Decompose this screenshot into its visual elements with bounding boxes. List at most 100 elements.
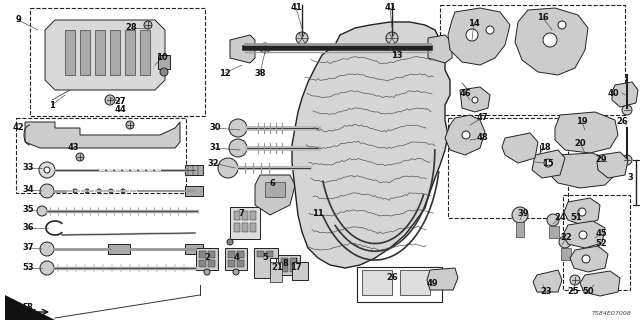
Bar <box>199 251 206 258</box>
Bar <box>242 223 248 232</box>
Polygon shape <box>612 82 638 107</box>
Bar <box>199 260 206 267</box>
Circle shape <box>40 184 54 198</box>
Circle shape <box>466 29 478 41</box>
Text: 44: 44 <box>114 106 126 115</box>
Polygon shape <box>597 152 628 178</box>
Bar <box>80 30 90 75</box>
Bar <box>310 207 335 235</box>
Circle shape <box>229 139 247 157</box>
Bar <box>516 222 524 237</box>
Bar <box>281 258 288 272</box>
Bar <box>250 223 256 232</box>
Text: 14: 14 <box>468 19 480 28</box>
Polygon shape <box>230 35 255 63</box>
Bar <box>95 30 105 75</box>
Text: 11: 11 <box>312 209 324 218</box>
Bar <box>563 195 630 290</box>
Circle shape <box>218 158 238 178</box>
Bar <box>257 251 264 257</box>
Bar <box>440 5 625 115</box>
Polygon shape <box>570 246 608 272</box>
Text: 41: 41 <box>290 4 302 12</box>
Circle shape <box>160 68 168 76</box>
Bar <box>228 260 235 267</box>
Text: 47: 47 <box>476 114 488 123</box>
Circle shape <box>204 269 210 275</box>
Text: 1: 1 <box>49 100 55 109</box>
Bar <box>237 251 244 258</box>
Bar <box>322 211 329 219</box>
Circle shape <box>486 26 494 34</box>
Text: 8: 8 <box>282 259 288 268</box>
Text: 12: 12 <box>219 68 231 77</box>
Polygon shape <box>460 87 490 112</box>
Circle shape <box>386 32 398 44</box>
Text: 46: 46 <box>459 89 471 98</box>
Circle shape <box>39 162 55 178</box>
Text: 31: 31 <box>209 143 221 153</box>
Text: 30: 30 <box>209 124 221 132</box>
Text: 29: 29 <box>595 156 607 164</box>
Circle shape <box>296 32 308 44</box>
Circle shape <box>570 275 580 285</box>
Circle shape <box>313 123 323 133</box>
Bar <box>265 182 285 197</box>
Text: 17: 17 <box>290 262 302 271</box>
Circle shape <box>558 21 566 29</box>
Bar <box>250 211 256 220</box>
Text: 25: 25 <box>567 286 579 295</box>
Circle shape <box>578 208 586 216</box>
Bar <box>313 222 320 230</box>
Text: 6: 6 <box>269 179 275 188</box>
Text: TS84E07008: TS84E07008 <box>592 311 632 316</box>
Circle shape <box>260 43 270 53</box>
Text: 24: 24 <box>554 213 566 222</box>
Text: 2: 2 <box>204 252 210 261</box>
Bar <box>65 30 75 75</box>
Bar <box>196 248 218 270</box>
Circle shape <box>579 231 587 239</box>
Bar <box>234 223 240 232</box>
Bar <box>108 244 130 254</box>
Bar <box>185 186 203 196</box>
Circle shape <box>37 206 47 216</box>
Bar <box>230 207 260 239</box>
Text: 45: 45 <box>595 228 607 237</box>
Text: 3: 3 <box>627 173 633 182</box>
Bar <box>322 222 329 230</box>
Text: 9: 9 <box>15 15 21 25</box>
Polygon shape <box>555 112 618 153</box>
Text: 39: 39 <box>517 209 529 218</box>
Polygon shape <box>515 8 588 75</box>
Bar <box>234 211 240 220</box>
Text: 26: 26 <box>616 117 628 126</box>
Circle shape <box>44 167 50 173</box>
Polygon shape <box>45 20 165 90</box>
Circle shape <box>559 236 571 248</box>
Circle shape <box>144 21 152 29</box>
Bar <box>266 251 273 257</box>
Polygon shape <box>533 270 562 292</box>
Bar <box>225 248 247 270</box>
Polygon shape <box>255 175 295 215</box>
Text: 27: 27 <box>114 98 126 107</box>
Text: 20: 20 <box>574 139 586 148</box>
Circle shape <box>622 155 632 165</box>
Text: 15: 15 <box>542 158 554 167</box>
Text: 49: 49 <box>426 278 438 287</box>
Bar <box>185 165 203 175</box>
Text: 13: 13 <box>391 51 403 60</box>
Circle shape <box>512 207 528 223</box>
Bar <box>400 270 430 295</box>
Text: 7: 7 <box>238 209 244 218</box>
Bar <box>110 30 120 75</box>
Polygon shape <box>563 221 605 248</box>
Polygon shape <box>254 248 278 278</box>
Text: 21: 21 <box>271 262 283 271</box>
Circle shape <box>121 189 125 193</box>
Bar <box>16 118 186 193</box>
Text: 48: 48 <box>476 133 488 142</box>
Text: 23: 23 <box>540 286 552 295</box>
Polygon shape <box>548 153 615 188</box>
